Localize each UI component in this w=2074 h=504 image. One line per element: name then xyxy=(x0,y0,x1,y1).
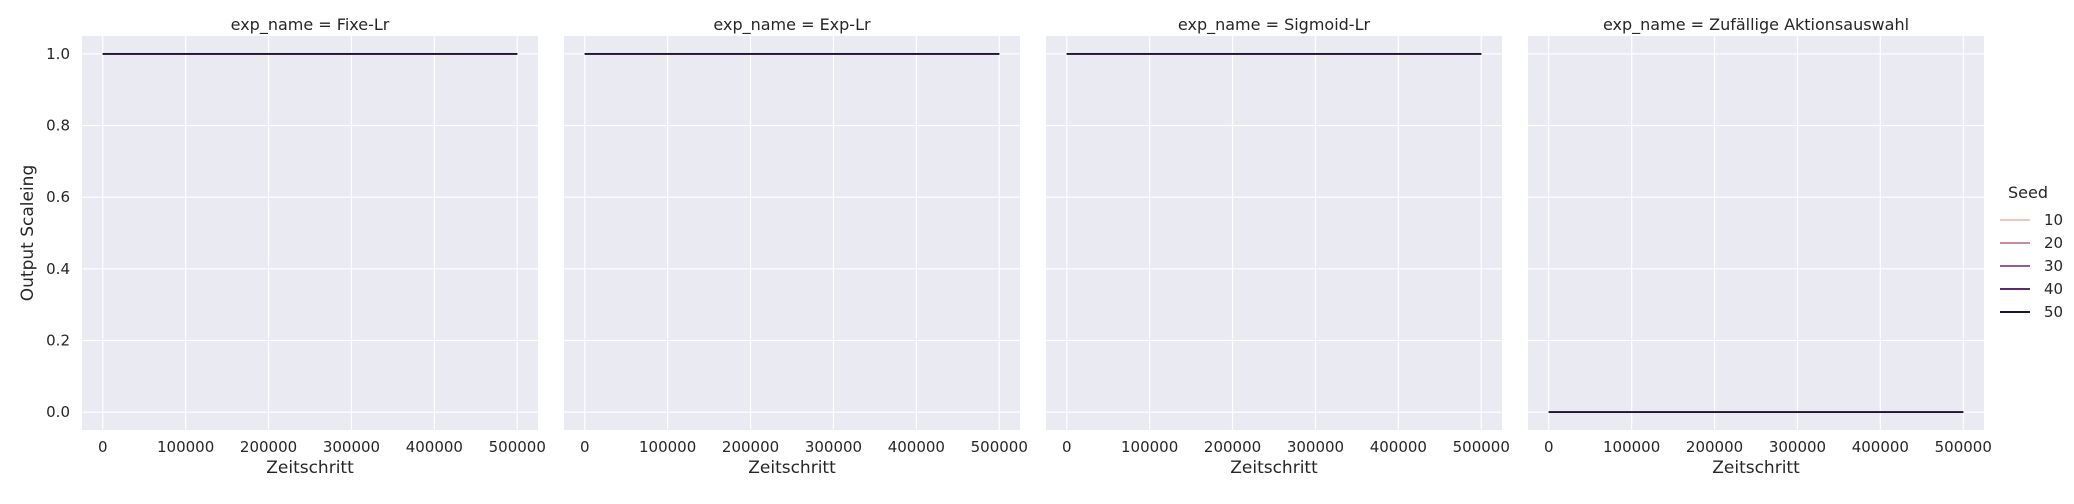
legend-label-seed-40: 40 xyxy=(2044,280,2063,298)
legend-label-seed-20: 20 xyxy=(2044,234,2063,252)
x-tick-label: 500000 xyxy=(1935,438,1992,456)
x-tick-label: 500000 xyxy=(489,438,546,456)
x-tick-label: 300000 xyxy=(1287,438,1344,456)
x-tick-label: 400000 xyxy=(406,438,463,456)
legend-label-seed-50: 50 xyxy=(2044,303,2063,321)
x-tick-label: 200000 xyxy=(1686,438,1743,456)
y-tick-label: 0.6 xyxy=(46,188,70,206)
x-tick-label: 0 xyxy=(1544,438,1554,456)
x-tick-label: 200000 xyxy=(722,438,779,456)
panel-title: exp_name = Fixe-Lr xyxy=(231,15,390,35)
y-tick-label: 0.4 xyxy=(46,260,70,278)
x-axis-label: Zeitschritt xyxy=(266,458,354,478)
x-axis-label: Zeitschritt xyxy=(1230,458,1318,478)
panel-background xyxy=(1046,36,1502,430)
legend-label-seed-30: 30 xyxy=(2044,257,2063,275)
y-tick-label: 0.8 xyxy=(46,117,70,135)
y-tick-label: 0.2 xyxy=(46,331,70,349)
x-tick-label: 400000 xyxy=(1852,438,1909,456)
x-tick-label: 100000 xyxy=(157,438,214,456)
x-tick-label: 300000 xyxy=(1769,438,1826,456)
legend-title: Seed xyxy=(2008,183,2048,202)
x-tick-label: 200000 xyxy=(240,438,297,456)
y-axis-label: Output Scaleing xyxy=(18,165,38,301)
y-tick-label: 0.0 xyxy=(46,403,70,421)
panel-background xyxy=(1528,36,1984,430)
x-tick-label: 0 xyxy=(580,438,590,456)
x-tick-label: 400000 xyxy=(1370,438,1427,456)
x-axis-label: Zeitschritt xyxy=(748,458,836,478)
x-tick-label: 500000 xyxy=(1453,438,1510,456)
x-tick-label: 200000 xyxy=(1204,438,1261,456)
y-tick-label: 1.0 xyxy=(46,45,70,63)
x-tick-label: 300000 xyxy=(323,438,380,456)
x-tick-label: 100000 xyxy=(639,438,696,456)
x-tick-label: 500000 xyxy=(971,438,1028,456)
x-tick-label: 300000 xyxy=(805,438,862,456)
x-axis-label: Zeitschritt xyxy=(1712,458,1800,478)
panel-background xyxy=(82,36,538,430)
panel-title: exp_name = Exp-Lr xyxy=(713,15,871,35)
x-tick-label: 100000 xyxy=(1121,438,1178,456)
x-tick-label: 400000 xyxy=(888,438,945,456)
x-tick-label: 100000 xyxy=(1603,438,1660,456)
panel-title: exp_name = Zufällige Aktionsauswahl xyxy=(1603,15,1909,35)
x-tick-label: 0 xyxy=(98,438,108,456)
x-tick-label: 0 xyxy=(1062,438,1072,456)
panel-background xyxy=(564,36,1020,430)
panel-title: exp_name = Sigmoid-Lr xyxy=(1178,15,1371,35)
legend-label-seed-10: 10 xyxy=(2044,211,2063,229)
